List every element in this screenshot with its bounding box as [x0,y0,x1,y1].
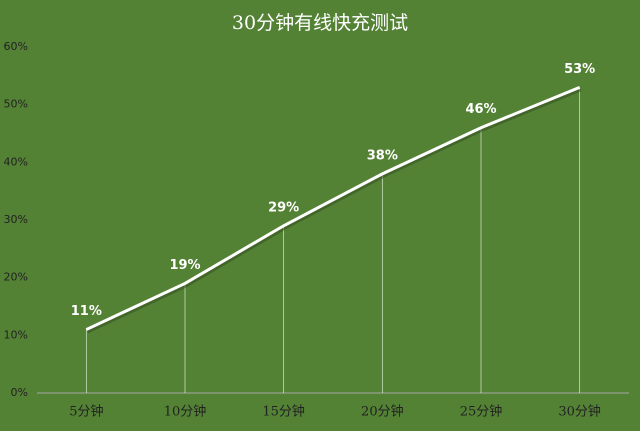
value-label: 29% [268,200,299,215]
x-tick-label: 20分钟 [361,404,404,420]
x-tick-label: 5分钟 [69,404,103,420]
line [85,85,581,331]
x-tick-label: 30分钟 [558,404,601,420]
x-tick-label: 10分钟 [164,404,207,420]
value-label: 53% [564,62,595,77]
value-label: 19% [169,258,200,273]
y-tick-label: 30% [4,213,28,226]
y-tick-label: 0% [11,386,28,399]
value-label: 38% [367,148,398,163]
line-shadow [86,87,582,334]
y-tick-label: 60% [4,40,28,53]
y-tick-label: 50% [4,98,28,111]
y-tick-label: 20% [4,271,28,284]
x-tick-label: 15分钟 [262,404,305,420]
y-tick-label: 10% [4,328,28,341]
value-label: 11% [71,304,102,319]
x-tick-label: 25分钟 [460,404,503,420]
value-label: 46% [465,102,496,117]
chart-title: 30分钟有线快充测试 [232,12,408,34]
y-tick-label: 40% [4,155,28,168]
